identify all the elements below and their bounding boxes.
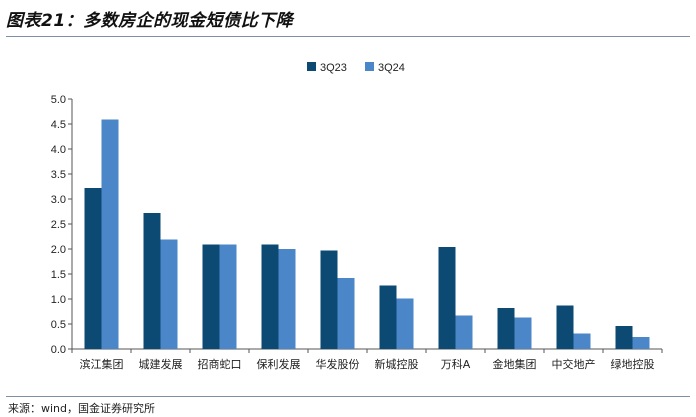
x-category-label: 金地集团: [493, 357, 537, 371]
legend-label-3q23: 3Q23: [320, 62, 347, 74]
y-tick-label: 4.5: [51, 119, 66, 131]
source-divider: [6, 396, 690, 397]
title-divider: [6, 36, 690, 37]
y-tick-label: 1.5: [51, 269, 66, 281]
bar-3q23-3: [202, 244, 220, 349]
x-category-label: 中交地产: [552, 357, 596, 371]
y-tick-label: 2.5: [51, 219, 66, 231]
bar-3q24-6: [396, 298, 414, 349]
bar-3q23-8: [497, 308, 515, 349]
x-category-label: 华发股份: [316, 357, 360, 371]
bar-3q23-6: [379, 285, 397, 349]
bar-3q24-8: [514, 317, 532, 349]
bar-3q24-5: [337, 278, 355, 349]
y-tick-label: 2.0: [51, 244, 66, 256]
legend-swatch-3q23: [307, 62, 316, 71]
x-category-label: 万科A: [441, 357, 471, 371]
bar-3q24-10: [632, 337, 650, 349]
x-category-label: 滨江集团: [80, 357, 124, 371]
bar-3q23-1: [84, 188, 102, 349]
legend-swatch-3q24: [365, 62, 374, 71]
y-tick-label: 3.0: [51, 194, 66, 206]
bar-3q23-4: [261, 244, 279, 349]
x-category-label: 新城控股: [375, 357, 419, 371]
x-category-label: 保利发展: [257, 357, 301, 371]
legend-label-3q24: 3Q24: [378, 62, 405, 74]
source-note: 来源：wind，国金证券研究所: [8, 402, 156, 415]
x-category-label: 城建发展: [139, 357, 183, 371]
x-category-label: 招商蛇口: [198, 357, 242, 371]
bar-3q24-3: [219, 244, 237, 349]
bar-3q23-2: [143, 213, 161, 349]
bar-3q23-10: [615, 326, 633, 349]
bar-3q23-9: [556, 305, 574, 349]
bar-3q24-4: [278, 249, 296, 349]
bar-3q23-7: [438, 247, 456, 349]
y-tick-label: 1.0: [51, 294, 66, 306]
bar-3q23-5: [320, 250, 338, 349]
y-tick-label: 3.5: [51, 169, 66, 181]
y-tick-label: 0.5: [51, 319, 66, 331]
bar-3q24-7: [455, 315, 473, 349]
bar-3q24-2: [160, 239, 178, 349]
x-category-label: 绿地控股: [611, 357, 655, 371]
y-tick-label: 5.0: [51, 94, 66, 106]
bar-3q24-1: [101, 119, 119, 349]
bar-3q24-9: [573, 333, 591, 349]
y-tick-label: 4.0: [51, 144, 66, 156]
chart-title: 图表21：多数房企的现金短债比下降: [6, 11, 294, 31]
y-tick-label: 0.0: [51, 344, 66, 356]
